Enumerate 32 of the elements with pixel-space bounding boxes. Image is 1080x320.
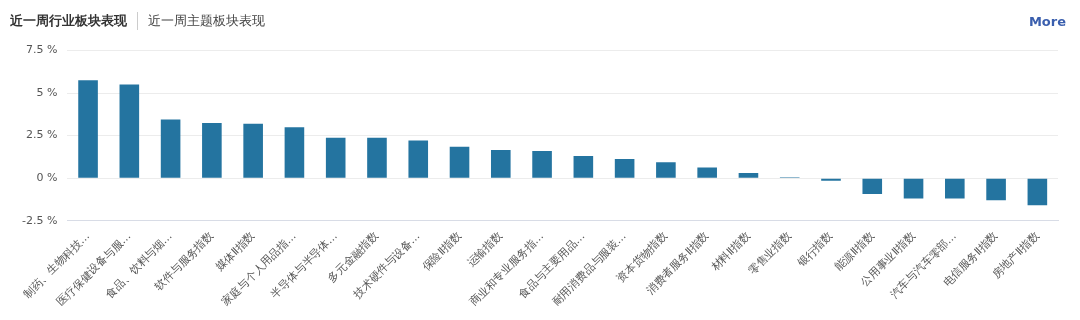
bar [408, 140, 429, 178]
bar [656, 162, 676, 178]
bar [367, 137, 387, 178]
bar [862, 178, 883, 194]
bar [738, 172, 759, 178]
y-tick-label: 2.5 % [25, 128, 58, 142]
bar [1027, 178, 1048, 206]
bar [697, 167, 717, 178]
bar [119, 84, 140, 178]
text: More [1028, 13, 1067, 29]
bar [532, 150, 552, 178]
bar [614, 158, 635, 178]
bar [160, 119, 181, 178]
bar [490, 150, 511, 178]
bar [325, 137, 346, 178]
bar [78, 80, 98, 178]
chart-title: 近一周行业板块表现 [9, 12, 127, 30]
bar [202, 122, 222, 178]
bar [945, 178, 965, 199]
y-tick-label: -2.5 % [21, 213, 58, 227]
x-tick-label: 保险Ⅱ指数 [419, 229, 464, 274]
bar [986, 178, 1006, 201]
y-tick-label: 5 % [36, 85, 58, 99]
bar [821, 178, 841, 181]
chart-subtitle: 近一周主题板块表现 [148, 12, 265, 30]
y-tick-label: 0 % [36, 171, 58, 185]
bar [284, 127, 305, 178]
bar [903, 178, 924, 199]
bar [449, 146, 470, 178]
y-tick-label: 7.5 % [25, 43, 58, 57]
bar [573, 156, 594, 178]
bar [243, 123, 263, 178]
